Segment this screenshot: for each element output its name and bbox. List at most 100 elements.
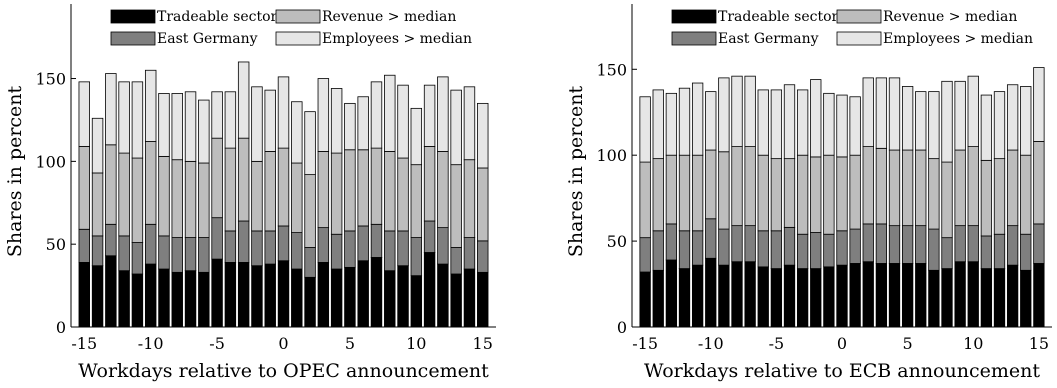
bar-3-day--11: [131, 157, 144, 243]
bar-1-day--4: [224, 261, 237, 328]
bar-3-day--13: [665, 154, 678, 225]
x-tick-label: -10: [698, 334, 724, 353]
bar-3-day--10: [144, 141, 157, 225]
bar-1-day-12: [993, 268, 1006, 328]
bar-1-day-11: [980, 268, 993, 328]
bar-4-day--8: [171, 93, 183, 161]
y-tick-label: 100: [35, 152, 66, 171]
bar-1-day-4: [888, 263, 901, 328]
bar-3-day-4: [888, 149, 901, 227]
bar-1-day--9: [158, 268, 170, 328]
bar-4-day--5: [211, 91, 223, 139]
bar-3-day-15: [477, 167, 489, 242]
bar-2-day--7: [744, 225, 756, 263]
bar-4-day--11: [131, 81, 144, 159]
bar-1-day--6: [757, 266, 769, 328]
bar-3-day--4: [783, 158, 796, 228]
bar-1-day-5: [344, 266, 356, 328]
bar-2-day-10: [967, 225, 979, 263]
bar-2-day-12: [993, 233, 1006, 269]
bar-1-day--11: [131, 273, 144, 328]
bar-4-day-15: [477, 102, 489, 169]
bar-3-day-8: [384, 151, 396, 232]
bar-1-day-7: [370, 257, 383, 328]
bar-2-day--9: [718, 228, 730, 266]
bar-2-day-8: [384, 230, 396, 272]
y-axis-label: Shares in percent: [4, 85, 26, 257]
bar-4-day-2: [862, 77, 874, 147]
bar-1-day-14: [463, 268, 476, 328]
bar-2-day--14: [91, 235, 104, 267]
bar-1-day--10: [705, 257, 717, 328]
bar-3-day--7: [184, 160, 197, 238]
bar-1-day--8: [171, 271, 183, 328]
bar-2-day--11: [691, 230, 704, 266]
bar-1-day-3: [317, 261, 330, 328]
bar-4-day--15: [78, 81, 91, 147]
bar-3-day--15: [639, 161, 651, 239]
x-tick-label: -15: [71, 334, 97, 353]
bar-1-day--15: [78, 261, 91, 328]
y-tick-label: 150: [35, 70, 66, 89]
bar-2-day-4: [330, 233, 343, 270]
bar-4-day-11: [423, 84, 436, 147]
bar-1-day--2: [810, 268, 822, 328]
bar-3-day--9: [718, 151, 730, 230]
bar-3-day--12: [678, 154, 691, 232]
bar-3-day-9: [397, 157, 409, 232]
bar-4-day--12: [118, 81, 130, 154]
bar-3-day-3: [875, 147, 888, 225]
bar-2-day-1: [291, 232, 303, 270]
legend-swatch-4: [836, 31, 882, 46]
bar-3-day--14: [652, 158, 664, 232]
bar-3-day-1: [849, 154, 861, 230]
bar-3-day-9: [954, 149, 966, 227]
bar-4-day--2: [251, 86, 263, 162]
bar-2-day-7: [370, 223, 383, 258]
bar-2-day-7: [928, 228, 940, 271]
legend-label-3: Revenue > median: [883, 9, 1017, 25]
x-tick-label: 10: [963, 334, 983, 353]
legend-swatch-2: [110, 31, 156, 46]
bar-2-day-14: [463, 237, 476, 270]
bar-2-day--10: [705, 218, 717, 259]
x-tick-label: 5: [903, 334, 913, 353]
bar-1-day--7: [744, 261, 756, 328]
bar-3-day-2: [304, 174, 316, 248]
bar-3-day--1: [264, 151, 276, 232]
bar-4-day--9: [158, 93, 170, 157]
bar-4-day-3: [317, 78, 330, 152]
bar-4-day-9: [397, 84, 409, 159]
bar-1-day-1: [291, 268, 303, 328]
bar-2-day-1: [849, 228, 861, 264]
bar-3-day--15: [78, 146, 91, 230]
bar-4-day--14: [652, 89, 664, 160]
chart-panel-2: 0 50 100 150 -15 -10 -5 0 5 10 15 Workdays relative…: [565, 4, 1052, 382]
bar-2-day--12: [678, 230, 691, 269]
bar-2-day-13: [450, 247, 462, 275]
bar-2-day-13: [1006, 225, 1019, 266]
x-axis-label: Workdays relative to ECB announcement: [644, 360, 1040, 382]
bar-4-day-10: [967, 75, 979, 148]
bar-2-day--8: [731, 225, 743, 263]
bar-3-day-11: [423, 146, 436, 222]
bar-4-day-12: [437, 76, 449, 152]
bar-1-day--6: [198, 271, 210, 328]
bar-1-day--11: [691, 264, 704, 328]
bar-4-day--2: [810, 79, 822, 158]
x-tick-label: -10: [138, 334, 164, 353]
bar-2-day--5: [770, 230, 783, 269]
bar-2-day-3: [317, 227, 330, 263]
bar-4-day-9: [954, 80, 966, 151]
bar-2-day--12: [118, 235, 130, 272]
bar-4-day-13: [1006, 84, 1019, 151]
legend-label-3: Revenue > median: [322, 9, 456, 25]
bar-1-day-5: [901, 263, 914, 328]
bar-3-day-15: [1033, 141, 1045, 225]
bar-4-day--1: [823, 92, 835, 156]
y-tick-label: 150: [596, 60, 627, 79]
bar-3-day-11: [980, 159, 993, 237]
bar-4-day--7: [184, 91, 197, 162]
bar-2-day--4: [783, 226, 796, 266]
bar-1-day-0: [836, 264, 848, 328]
